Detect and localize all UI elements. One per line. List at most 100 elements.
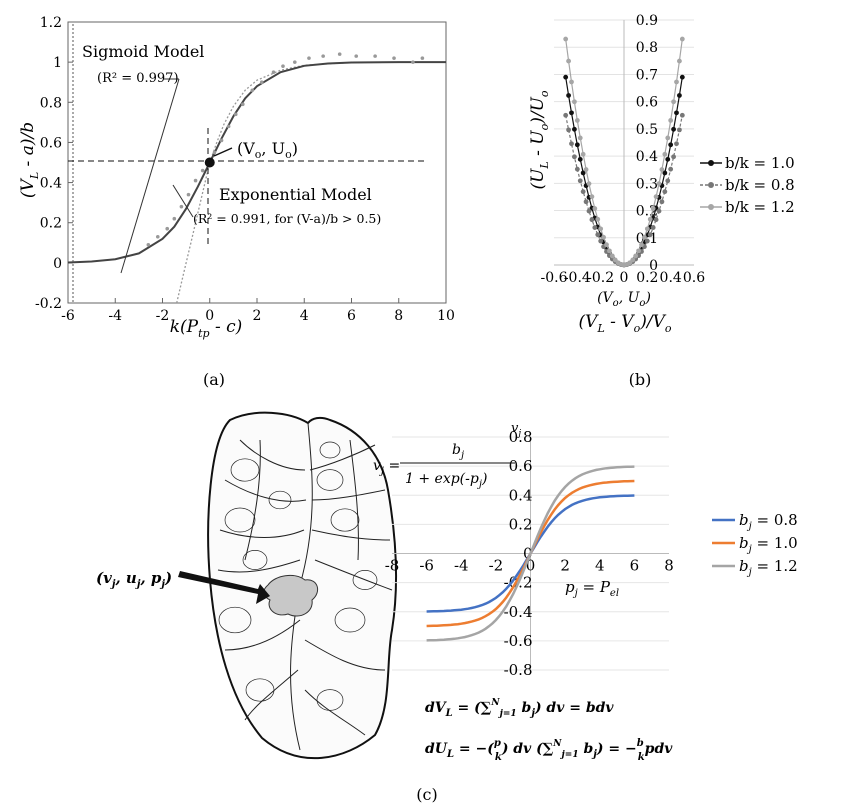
panel-c-x-tick-label: -4 — [454, 557, 469, 575]
equation-dvl: dVL = (∑Nj=1 bj) dv = bdv — [425, 698, 614, 719]
panel-b-series-marker — [580, 151, 586, 157]
leaf-cell — [334, 607, 366, 633]
panel-a-exp-title: Exponential Model — [219, 185, 372, 204]
panel-c-x-tick-label: 0 — [526, 557, 536, 575]
panel-a-x-tick-label: 10 — [437, 308, 455, 324]
panel-a-data-point — [337, 52, 342, 56]
panel-b-legend-label: b/k = 1.2 — [725, 198, 795, 216]
panel-b-series-marker — [630, 257, 636, 263]
leaf-vein — [309, 444, 376, 471]
panel-b-series-marker — [586, 208, 592, 214]
panel-b-series-marker — [671, 154, 676, 160]
panel-b-legend-marker — [708, 182, 714, 188]
panel-a-data-point — [193, 178, 198, 183]
panel-b-y-tick-label: 0.9 — [636, 13, 658, 29]
panel-b-series-marker — [566, 127, 571, 133]
panel-b-grid — [554, 19, 694, 266]
panel-c-legend-label: bj = 1.2 — [739, 557, 798, 578]
panel-b-series-marker — [647, 232, 653, 238]
leaf-vein — [244, 669, 299, 721]
panel-b-series-marker — [563, 74, 569, 80]
panel-a-data-point — [233, 112, 238, 117]
panel-b-series-marker — [569, 110, 574, 116]
panel-b-legend-marker — [708, 204, 714, 210]
panel-b-y-tick-label: 0.3 — [636, 176, 658, 192]
panel-b-series-marker — [639, 242, 644, 248]
panel-a-data-point — [250, 88, 255, 93]
panel-b-xlabel: (VL - Vo)/Vo — [579, 312, 672, 335]
panel-a-y-tick-label: 1.2 — [40, 15, 62, 31]
panel-b-series-marker — [583, 167, 589, 172]
panel-b-series-marker — [662, 189, 668, 195]
panel-b-series-marker — [650, 225, 656, 230]
panel-a-point-leader — [213, 147, 233, 157]
leaf-vein — [349, 439, 359, 561]
panel-a-data-point — [172, 216, 177, 221]
panel-b-caption: (b) — [629, 370, 652, 389]
panel-c-y-tick-label: -0.8 — [504, 661, 533, 679]
panel-b-series-marker — [595, 232, 601, 238]
leaf-cell — [268, 490, 292, 510]
panel-b-y-tick-label: 0.8 — [636, 40, 658, 56]
panel-b-series-marker — [574, 142, 580, 148]
panel-b-series-marker — [577, 156, 583, 162]
panel-c-x-tick-label: -6 — [419, 557, 434, 575]
panel-b-series-marker — [665, 156, 671, 162]
panel-b-y-tick-label: 0.6 — [636, 95, 658, 111]
leaf-vein — [304, 639, 386, 671]
panel-b-series-marker — [580, 170, 586, 176]
panel-b-series-marker — [679, 112, 685, 118]
panel-a-data-point — [165, 226, 170, 231]
panel-a-x-tick-label: 0 — [205, 308, 214, 324]
leaf-vein — [217, 559, 301, 573]
panel-a-sigmoid-chart: -6 -4 -2 0 2 4 6 8 10 -0.2 0 0.2 0.4 0.6 0.8 1 1.2 Sigmo… — [18, 15, 455, 389]
panel-b-x-tick-label: 0.6 — [683, 270, 705, 286]
panel-b-series-marker — [586, 181, 592, 187]
panel-a-xlabel: k(Ptp - c) — [170, 317, 243, 340]
panel-b-series-marker — [607, 248, 612, 254]
panel-b-series-marker — [577, 178, 583, 184]
panel-c-x-tick-label: 8 — [664, 557, 674, 575]
panel-b-series-marker — [644, 226, 650, 232]
panel-c-series — [426, 465, 635, 642]
leaf-cell — [242, 550, 268, 570]
panel-b-y-tick-label: 0.4 — [636, 149, 658, 165]
panel-b-series-marker — [572, 99, 577, 105]
leaf-cell — [330, 508, 360, 532]
panel-b-series-marker — [574, 117, 580, 123]
leaf-vein — [311, 529, 391, 541]
panel-b-series-marker — [580, 189, 586, 195]
panel-a-data-point — [259, 80, 264, 85]
panel-c-x-tick-label: 4 — [595, 557, 605, 575]
panel-b-series-marker — [563, 36, 569, 42]
panel-b-y-tick-label: 0.5 — [636, 122, 658, 138]
panel-a-x-tick-label: 4 — [300, 308, 309, 324]
panel-b-series-marker — [604, 242, 609, 248]
panel-a-sigmoid-leader — [120, 78, 180, 274]
panel-a-x-tick-label: 8 — [394, 308, 403, 324]
panel-b-x-tick-label: 0.2 — [636, 270, 658, 286]
panel-a-curves — [67, 61, 446, 304]
panel-b-series-marker — [569, 79, 574, 85]
panel-c-y-tick-label: 0.4 — [509, 486, 533, 504]
panel-b-series-marker — [665, 135, 671, 141]
panel-a-scatter-points — [146, 52, 425, 247]
panel-c-x-tick-label: -2 — [489, 557, 504, 575]
panel-a-data-point — [212, 150, 217, 155]
panel-b-x-tick-label: -0.2 — [587, 270, 614, 286]
panel-a-exp-r2: (R² = 0.991, for (V-a)/b > 0.5) — [193, 211, 381, 226]
panel-b-series-marker — [679, 36, 685, 42]
panel-c-ylabel: vj — [511, 421, 521, 439]
leaf-cell — [224, 507, 256, 533]
panel-b-series-marker — [679, 74, 685, 80]
panel-c-legend-label: bj = 0.8 — [739, 511, 798, 532]
panel-c-formula-lhs: vj = — [373, 458, 400, 477]
panel-c-xlabel: pj = Pel — [565, 578, 619, 599]
panel-c-sigmoid-chart: -8 -6 -4 -2 0 2 4 6 8-0.8-0.6-0.4-0.200.20.40.60… — [373, 421, 798, 804]
leaf-label: (vj, uj, pj) — [96, 569, 172, 590]
panel-c-y-tick-label: -0.4 — [504, 603, 533, 621]
panel-b-x-tick-label: 0.4 — [660, 270, 682, 286]
panel-a-data-point — [155, 234, 160, 239]
leaf-vein — [299, 422, 313, 586]
